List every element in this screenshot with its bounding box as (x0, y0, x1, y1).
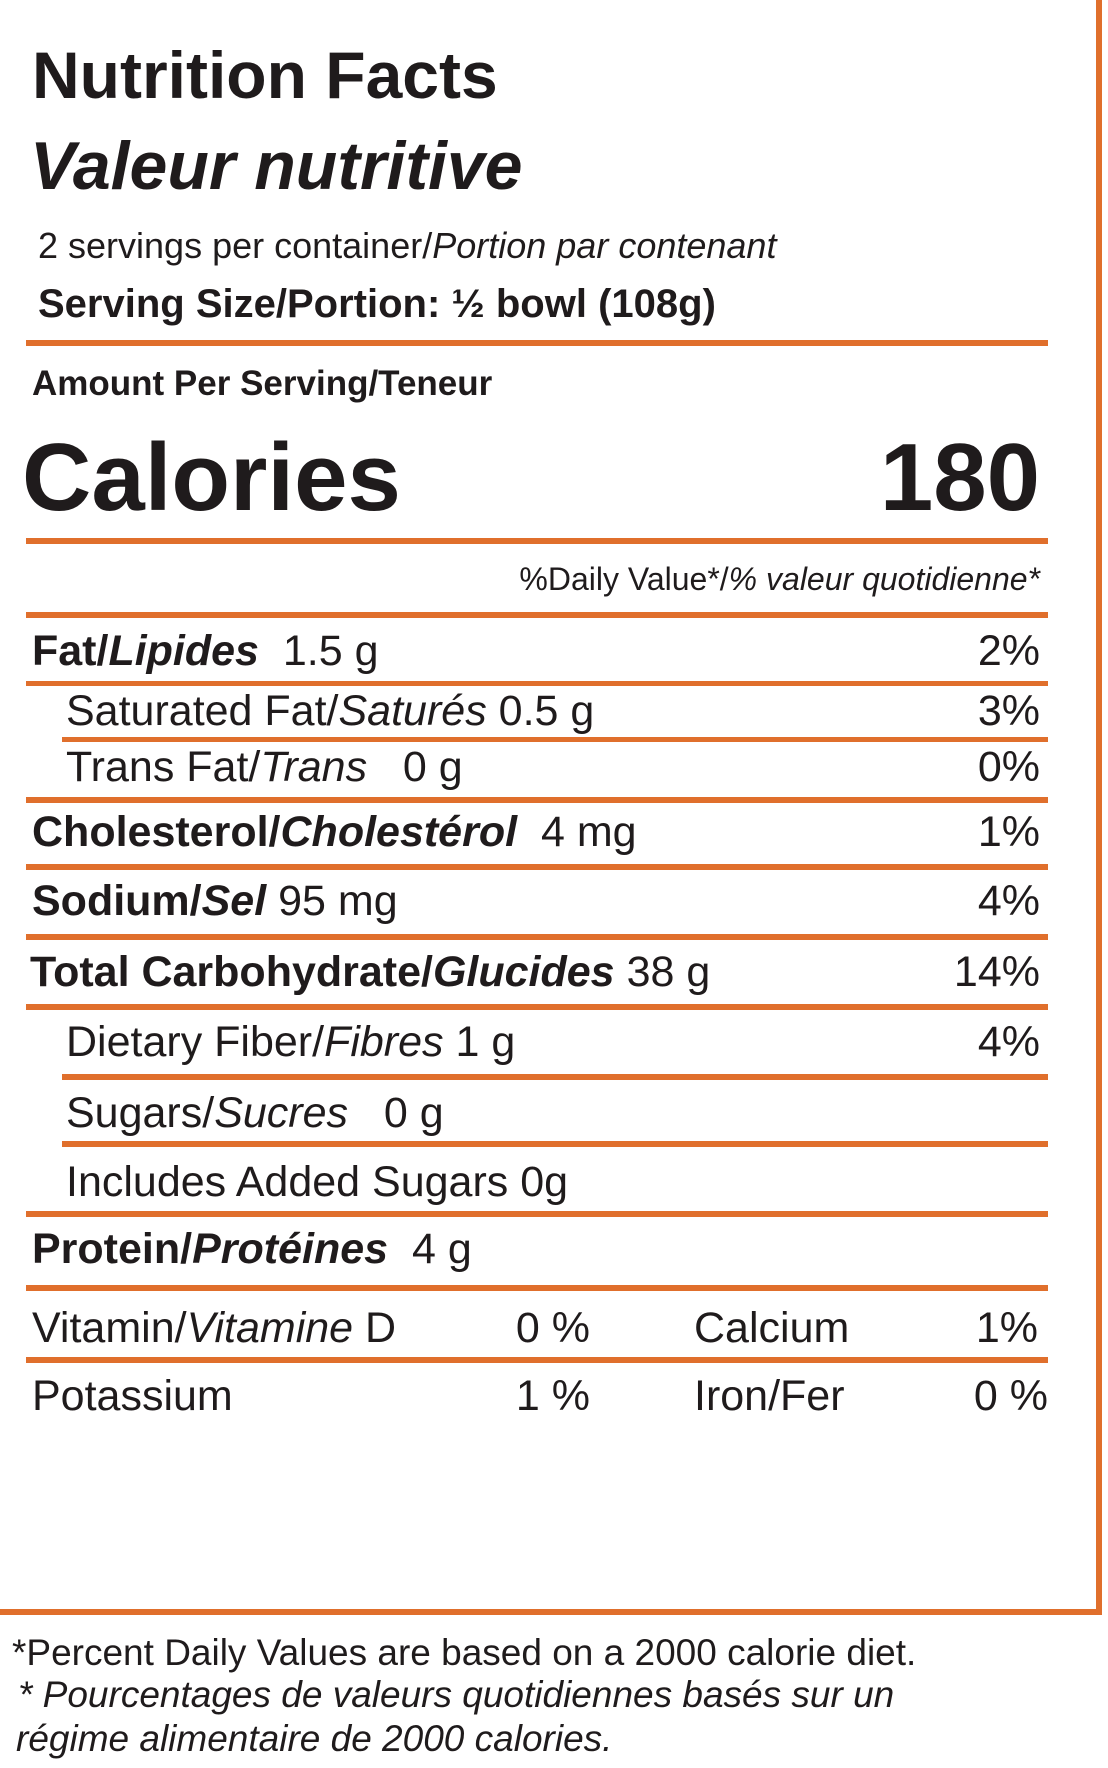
footnote-en: *Percent Daily Values are based on a 200… (12, 1632, 917, 1673)
saturated-fat-en: Saturated Fat/ (66, 687, 339, 735)
fiber-dv: 4% (977, 1018, 1040, 1066)
vitamin-d-en: Vitamin/ (32, 1304, 187, 1352)
protein-amount: 4 g (411, 1225, 472, 1273)
cholesterol-amount: 4 mg (540, 808, 637, 856)
fat-row: Fat/Lipides 1.5 g (32, 630, 379, 673)
sodium-en: Sodium/ (32, 877, 202, 925)
divider (26, 1211, 1048, 1217)
servings-fr: Portion par contenant (432, 225, 777, 266)
potassium-label: Potassium (32, 1372, 233, 1420)
saturated-fat-amount: 0.5 g (498, 687, 595, 735)
carbohydrate-row: Total Carbohydrate/Glucides 38 g (30, 951, 710, 994)
serving-size: Serving Size/Portion: ½ bowl (108g) (38, 282, 716, 326)
daily-value-fr: % valeur quotidienne* (728, 561, 1040, 597)
protein-en: Protein/ (32, 1225, 193, 1273)
title-fr: Valeur nutritive (30, 128, 523, 204)
sugars-en: Sugars/ (66, 1089, 215, 1137)
divider (26, 797, 1048, 803)
sodium-amount: 95 mg (278, 877, 398, 925)
divider (62, 737, 1048, 742)
fiber-en: Dietary Fiber/ (66, 1018, 325, 1066)
trans-fat-dv: 0% (977, 743, 1040, 791)
iron-label: Iron/Fer (694, 1372, 845, 1420)
fiber-fr: Fibres (324, 1018, 444, 1066)
fat-fr: Lipides (108, 627, 259, 675)
carbohydrate-fr: Glucides (432, 948, 615, 996)
cholesterol-dv: 1% (977, 808, 1040, 856)
vitamin-d-suffix: D (365, 1304, 397, 1352)
divider (26, 1357, 1048, 1363)
divider (62, 1074, 1048, 1080)
calcium-label: Calcium (694, 1304, 850, 1352)
divider (62, 1141, 1048, 1147)
divider (26, 340, 1048, 346)
carbohydrate-en: Total Carbohydrate/ (30, 948, 433, 996)
cholesterol-fr: Cholestérol (280, 808, 518, 856)
protein-fr: Protéines (192, 1225, 389, 1273)
nutrition-panel (0, 0, 1102, 1615)
protein-row: Protein/Protéines 4 g (32, 1228, 472, 1271)
divider (26, 612, 1048, 618)
footnote-fr-line2: régime alimentaire de 2000 calories. (16, 1718, 613, 1759)
iron-value: 0 % (973, 1372, 1048, 1420)
sugars-amount: 0 g (383, 1089, 444, 1137)
fat-dv: 2% (977, 627, 1040, 675)
sugars-row: Sugars/Sucres 0 g (66, 1092, 444, 1135)
fat-en: Fat/ (32, 627, 109, 675)
carbohydrate-dv: 14% (953, 948, 1040, 996)
daily-value-header: %Daily Value*/% valeur quotidienne* (300, 563, 1040, 595)
sodium-dv: 4% (977, 877, 1040, 925)
servings-per-container: 2 servings per container/Portion par con… (38, 228, 776, 264)
footnote-fr-line1: * Pourcentages de valeurs quotidiennes b… (18, 1674, 895, 1715)
sodium-fr: Sel (201, 877, 267, 925)
trans-fat-row: Trans Fat/Trans 0 g (66, 746, 463, 789)
cholesterol-en: Cholesterol/ (32, 808, 281, 856)
trans-fat-amount: 0 g (402, 743, 463, 791)
potassium-value: 1 % (515, 1372, 590, 1420)
divider (26, 1004, 1048, 1010)
amount-per-serving: Amount Per Serving/Teneur (32, 364, 493, 403)
carbohydrate-amount: 38 g (626, 948, 711, 996)
calcium-value: 1% (975, 1304, 1038, 1352)
sodium-row: Sodium/Sel 95 mg (32, 880, 398, 923)
trans-fat-fr: Trans (260, 743, 368, 791)
fiber-amount: 1 g (455, 1018, 516, 1066)
daily-value-en: %Daily Value*/ (519, 561, 729, 597)
calories-value: 180 (879, 424, 1040, 531)
vitamin-d-label: Vitamin/Vitamine D (32, 1307, 396, 1350)
vitamin-d-fr: Vitamine (186, 1304, 354, 1352)
servings-en: 2 servings per container/ (38, 225, 433, 266)
divider (26, 864, 1048, 870)
fat-amount: 1.5 g (282, 627, 379, 675)
sugars-fr: Sucres (214, 1089, 349, 1137)
saturated-fat-row: Saturated Fat/Saturés 0.5 g (66, 690, 594, 733)
saturated-fat-dv: 3% (977, 687, 1040, 735)
added-sugars-row: Includes Added Sugars 0g (66, 1158, 569, 1206)
vitamin-d-value: 0 % (515, 1304, 590, 1352)
divider (26, 538, 1048, 544)
title-en: Nutrition Facts (32, 38, 498, 112)
divider (26, 934, 1048, 940)
fiber-row: Dietary Fiber/Fibres 1 g (66, 1021, 515, 1064)
divider (26, 1285, 1048, 1291)
divider (26, 681, 1048, 686)
saturated-fat-fr: Saturés (338, 687, 487, 735)
calories-label: Calories (22, 424, 401, 531)
cholesterol-row: Cholesterol/Cholestérol 4 mg (32, 811, 637, 854)
trans-fat-en: Trans Fat/ (66, 743, 261, 791)
